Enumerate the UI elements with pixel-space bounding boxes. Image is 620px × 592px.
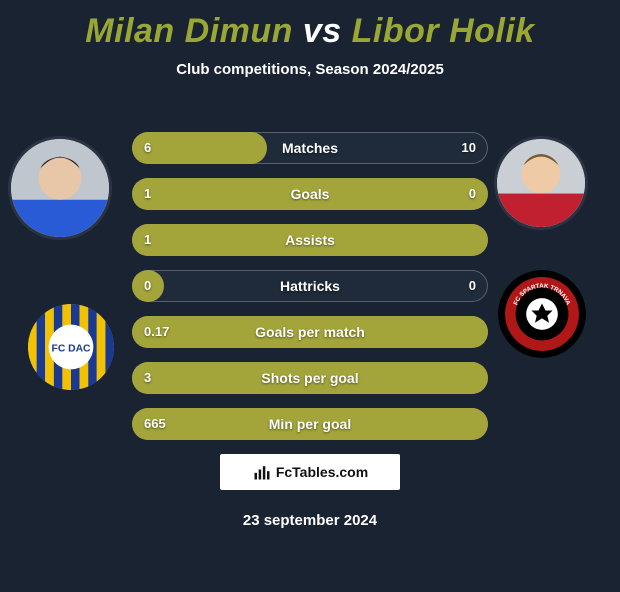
stat-row: 665Min per goal bbox=[132, 408, 488, 440]
player2-club-badge: FC SPARTAK TRNAVA bbox=[498, 270, 586, 358]
stat-row: 1Assists bbox=[132, 224, 488, 256]
stat-bar-left bbox=[132, 362, 488, 394]
page-title: Milan Dimun vs Libor Holik bbox=[0, 12, 620, 51]
date-text: 23 september 2024 bbox=[0, 512, 620, 529]
branding-badge: FcTables.com bbox=[220, 454, 400, 490]
club2-icon: FC SPARTAK TRNAVA bbox=[498, 270, 586, 358]
stat-bar-left bbox=[132, 408, 488, 440]
stat-bar-left bbox=[132, 224, 488, 256]
subtitle: Club competitions, Season 2024/2025 bbox=[0, 61, 620, 78]
chart-icon bbox=[252, 462, 272, 482]
stat-row: 3Shots per goal bbox=[132, 362, 488, 394]
stat-row: 10Goals bbox=[132, 178, 488, 210]
title-player2: Libor Holik bbox=[352, 12, 535, 50]
stat-row: 00Hattricks bbox=[132, 270, 488, 302]
stat-bar-left bbox=[132, 316, 488, 348]
player1-avatar-icon bbox=[11, 139, 109, 237]
club1-icon: FC DAC bbox=[28, 304, 114, 390]
branding-text: FcTables.com bbox=[276, 464, 368, 480]
player2-avatar bbox=[494, 136, 588, 230]
stat-bar-right bbox=[132, 270, 488, 302]
player1-club-badge: FC DAC bbox=[28, 304, 114, 390]
stat-bar-left bbox=[132, 270, 164, 302]
svg-text:FC DAC: FC DAC bbox=[52, 343, 92, 354]
stat-bar-left bbox=[132, 132, 267, 164]
player1-avatar bbox=[8, 136, 112, 240]
stat-bar-left bbox=[132, 178, 488, 210]
player2-avatar-icon bbox=[497, 139, 585, 227]
title-vs: vs bbox=[303, 12, 342, 50]
title-player1: Milan Dimun bbox=[85, 12, 293, 50]
stat-row: 0.17Goals per match bbox=[132, 316, 488, 348]
stat-row: 610Matches bbox=[132, 132, 488, 164]
